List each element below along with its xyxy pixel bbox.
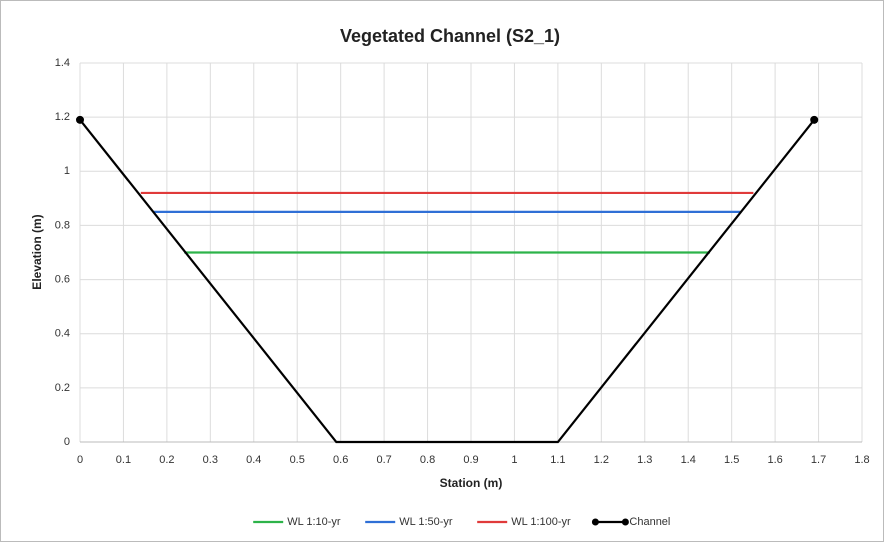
x-tick-label: 1.5 — [724, 454, 739, 466]
x-tick-label: 1.4 — [681, 454, 696, 466]
series-marker — [76, 115, 84, 124]
x-tick-label: 0.6 — [333, 454, 348, 466]
series-line — [79, 119, 816, 444]
series-marker — [810, 115, 819, 124]
legend-label: WL 1:10-yr — [287, 516, 341, 528]
x-tick-label: 1.1 — [550, 454, 565, 466]
x-tick-label: 0.3 — [203, 454, 218, 466]
y-tick-label: 1.2 — [55, 111, 70, 123]
y-tick-label: 0 — [64, 436, 70, 448]
legend-label: Channel — [629, 516, 670, 528]
y-axis-title: Elevation (m) — [30, 214, 44, 289]
x-tick-label: 1.2 — [594, 454, 609, 466]
x-tick-label: 1.6 — [767, 454, 782, 466]
y-tick-label: 0.8 — [55, 219, 70, 231]
y-tick-label: 0.6 — [55, 273, 70, 285]
legend-label: WL 1:100-yr — [511, 516, 571, 528]
y-tick-label: 1.4 — [55, 57, 70, 69]
chart-title: Vegetated Channel (S2_1) — [340, 26, 560, 46]
legend-marker — [591, 518, 599, 526]
x-tick-label: 1.3 — [637, 454, 652, 466]
legend-marker — [621, 518, 629, 526]
x-tick-label: 1 — [511, 454, 517, 466]
y-tick-label: 1 — [64, 165, 70, 177]
x-tick-label: 0.5 — [290, 454, 305, 466]
y-tick-label: 0.2 — [55, 382, 70, 394]
x-tick-label: 0.1 — [116, 454, 131, 466]
x-tick-label: 0.2 — [159, 454, 174, 466]
x-tick-label: 1.7 — [811, 454, 826, 466]
x-tick-label: 0.9 — [463, 454, 478, 466]
x-tick-label: 0 — [77, 454, 83, 466]
x-tick-label: 0.7 — [376, 454, 391, 466]
legend-label: WL 1:50-yr — [399, 516, 453, 528]
x-tick-label: 1.8 — [854, 454, 869, 466]
x-tick-label: 0.8 — [420, 454, 435, 466]
x-axis-title: Station (m) — [440, 476, 503, 490]
y-tick-label: 0.4 — [55, 328, 70, 340]
x-tick-label: 0.4 — [246, 454, 261, 466]
